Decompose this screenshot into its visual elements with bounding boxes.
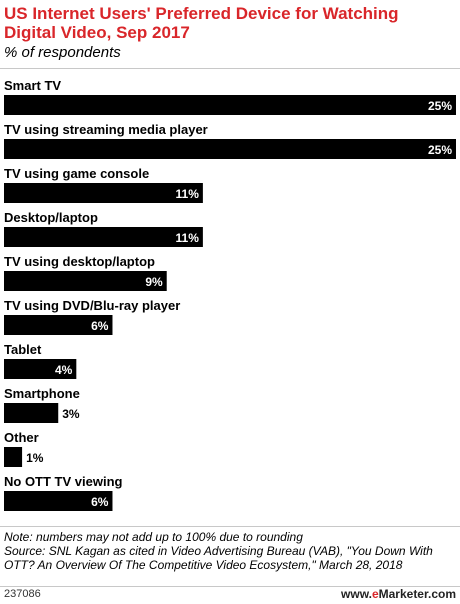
value-label-tv-using-game-console: 11% — [176, 187, 200, 201]
bar-tv-using-streaming-media-player — [4, 139, 456, 159]
value-label-other: 1% — [26, 451, 44, 465]
bar-tablet — [4, 359, 77, 379]
category-label-tv-using-dvd-blu-ray-player: TV using DVD/Blu-ray player — [4, 298, 180, 313]
note-text: Note: numbers may not add up to 100% due… — [4, 530, 303, 544]
value-label-no-ott-tv-viewing: 6% — [91, 495, 109, 509]
bar-smart-tv — [4, 95, 456, 115]
value-label-desktop-laptop: 11% — [176, 231, 200, 245]
bar-tv-using-game-console — [4, 183, 203, 203]
bar-no-ott-tv-viewing — [4, 491, 113, 511]
bar-tv-using-desktop-laptop — [4, 271, 167, 291]
brand-suffix: Marketer.com — [378, 587, 456, 601]
chart-notes: Note: numbers may not add up to 100% due… — [4, 530, 456, 572]
source-text: Source: SNL Kagan as cited in Video Adve… — [4, 544, 433, 572]
chart-title: US Internet Users' Preferred Device for … — [4, 4, 399, 42]
footer: 237086 www.eMarketer.com — [0, 586, 460, 604]
value-label-tablet: 4% — [55, 363, 73, 377]
category-label-tv-using-streaming-media-player: TV using streaming media player — [4, 122, 208, 137]
value-label-tv-using-desktop-laptop: 9% — [145, 275, 163, 289]
notes-divider — [0, 526, 460, 527]
category-label-tv-using-game-console: TV using game console — [4, 166, 149, 181]
bar-tv-using-dvd-blu-ray-player — [4, 315, 113, 335]
category-label-desktop-laptop: Desktop/laptop — [4, 210, 98, 225]
chart-subtitle: % of respondents — [4, 44, 121, 61]
category-label-no-ott-tv-viewing: No OTT TV viewing — [4, 474, 123, 489]
brand-prefix: www. — [341, 587, 372, 601]
bar-desktop-laptop — [4, 227, 203, 247]
brand-link[interactable]: www.eMarketer.com — [341, 587, 456, 601]
footer-divider — [0, 586, 460, 587]
category-label-other: Other — [4, 430, 39, 445]
brand-e: e — [371, 587, 379, 601]
bar-smartphone — [4, 403, 59, 423]
bar-other — [4, 447, 23, 467]
category-label-smartphone: Smartphone — [4, 386, 80, 401]
header-divider — [0, 68, 460, 69]
value-label-tv-using-dvd-blu-ray-player: 6% — [91, 319, 109, 333]
category-label-tv-using-desktop-laptop: TV using desktop/laptop — [4, 254, 155, 269]
value-label-tv-using-streaming-media-player: 25% — [428, 143, 452, 157]
category-label-tablet: Tablet — [4, 342, 42, 357]
value-label-smartphone: 3% — [62, 407, 80, 421]
value-label-smart-tv: 25% — [428, 99, 452, 113]
chart-id: 237086 — [4, 588, 41, 600]
category-label-smart-tv: Smart TV — [4, 78, 61, 93]
